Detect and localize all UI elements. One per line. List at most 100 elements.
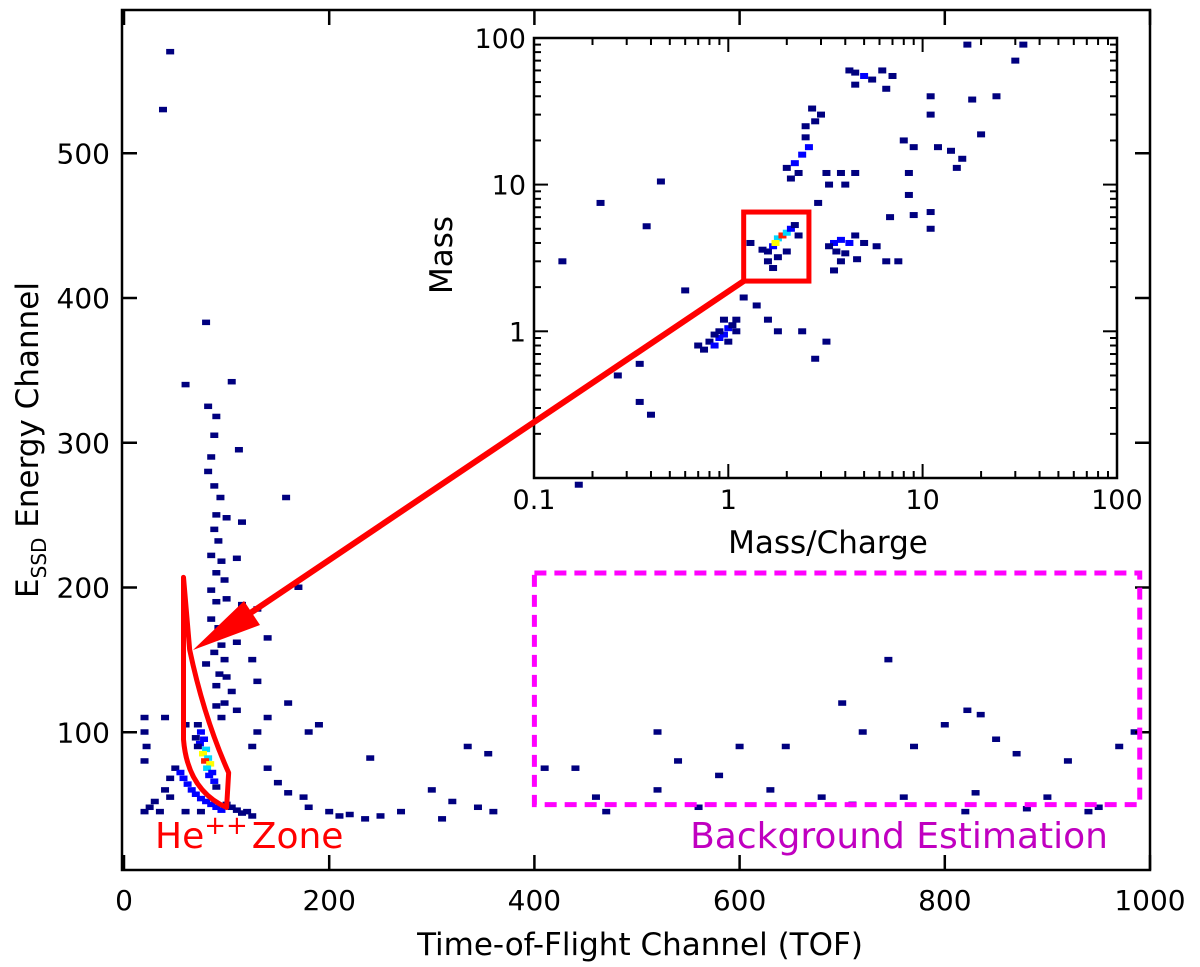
inset-bin [926, 225, 935, 232]
main-bin [155, 808, 164, 815]
main-bin [253, 729, 262, 735]
x-tick-label: 400 [508, 884, 561, 917]
inset-y-axis-label: Mass [424, 216, 460, 294]
main-bin [237, 810, 246, 816]
main-bin [735, 743, 744, 750]
x-tick-label: 0 [115, 884, 133, 917]
main-bin [232, 639, 241, 646]
inset-bin [933, 144, 942, 151]
main-bin [484, 750, 493, 757]
inset-bin [830, 267, 839, 274]
y-tick-label: 400 [57, 282, 110, 315]
inset-bin [613, 372, 622, 379]
main-bin [1084, 808, 1093, 815]
main-bin [206, 761, 215, 767]
main-bin [195, 740, 204, 747]
main-bin [1022, 805, 1031, 812]
main-bin [216, 494, 225, 501]
main-bin [220, 577, 229, 583]
inset-bin [801, 134, 810, 141]
inset-bin [878, 67, 887, 74]
inset-bin [872, 243, 881, 250]
inset-bin [763, 248, 772, 255]
inset-bin [909, 212, 918, 219]
main-bin [766, 787, 775, 793]
main-bin [304, 729, 313, 735]
main-bin [212, 413, 221, 420]
main-bin [181, 381, 190, 388]
highlight-box [741, 209, 812, 284]
background-estimation-label: Background Estimation [690, 816, 1108, 857]
main-bin [212, 804, 221, 811]
inset-x-tick-label: 0.1 [513, 485, 556, 516]
main-bin [140, 808, 149, 815]
inset-x-tick-label: 1 [720, 485, 737, 516]
main-bin [214, 538, 223, 544]
inset-bin [1019, 41, 1028, 48]
inset-bin [958, 155, 967, 162]
main-bin [205, 772, 214, 779]
main-bin [473, 804, 482, 811]
inset-axis-ticks: 0.1 1 10 100 1 10 100 [474, 24, 1142, 516]
inset-bin [882, 258, 891, 265]
main-bin [263, 765, 272, 771]
inset-bin [825, 243, 834, 250]
main-bin [540, 765, 549, 771]
main-x-axis-label: Time-of-Flight Channel (TOF) [416, 927, 863, 963]
inset-bin [822, 169, 831, 176]
inset-bin [773, 254, 782, 261]
inset-bin [909, 144, 918, 151]
main-bin [273, 779, 282, 786]
main-bin [207, 801, 216, 808]
main-bin [976, 711, 985, 718]
inset-bin [926, 93, 935, 100]
main-bin [222, 596, 231, 602]
main-bin [222, 515, 231, 521]
inset-bin [710, 331, 719, 338]
inset-bin [801, 123, 810, 130]
main-bin [1115, 743, 1124, 750]
inset-bin [825, 181, 834, 188]
main-bin [207, 454, 216, 460]
main-bin [694, 804, 703, 811]
inset-bin [832, 248, 841, 255]
inset-bin [769, 265, 778, 272]
inset-bin [719, 316, 728, 323]
main-bin [1130, 729, 1139, 735]
inset-bin [952, 164, 961, 171]
main-bin [200, 736, 209, 742]
main-bin [227, 378, 236, 385]
inset-bin [769, 243, 778, 250]
main-bin [202, 798, 211, 805]
inset-bin [635, 360, 644, 367]
inset-bin [596, 199, 605, 206]
inset-background [534, 38, 1117, 478]
main-bin [284, 700, 293, 706]
main-bin [571, 765, 580, 771]
he-zone-label-sup: ++ [204, 811, 248, 841]
main-bin [202, 319, 211, 326]
main-bin [237, 519, 246, 525]
main-bin [463, 743, 472, 750]
main-bin [171, 765, 180, 771]
main-bin [227, 688, 236, 695]
inset-y-tick-label: 100 [474, 24, 526, 55]
main-bin [210, 526, 219, 533]
main-bin [248, 656, 257, 663]
inset-bin [968, 96, 977, 103]
inset-bin [808, 105, 817, 112]
main-bin [243, 808, 252, 815]
inset-bin [899, 137, 908, 144]
inset-bin [724, 325, 733, 332]
main-bin [208, 769, 217, 776]
main-bin [217, 558, 226, 564]
inset-bin [868, 76, 877, 83]
main-bin [715, 772, 724, 779]
main-bin [145, 804, 154, 811]
inset-bin [888, 72, 897, 79]
main-bin [361, 816, 370, 822]
main-bin [210, 778, 219, 784]
inset-bin [836, 169, 845, 176]
inset-bin [946, 147, 955, 154]
